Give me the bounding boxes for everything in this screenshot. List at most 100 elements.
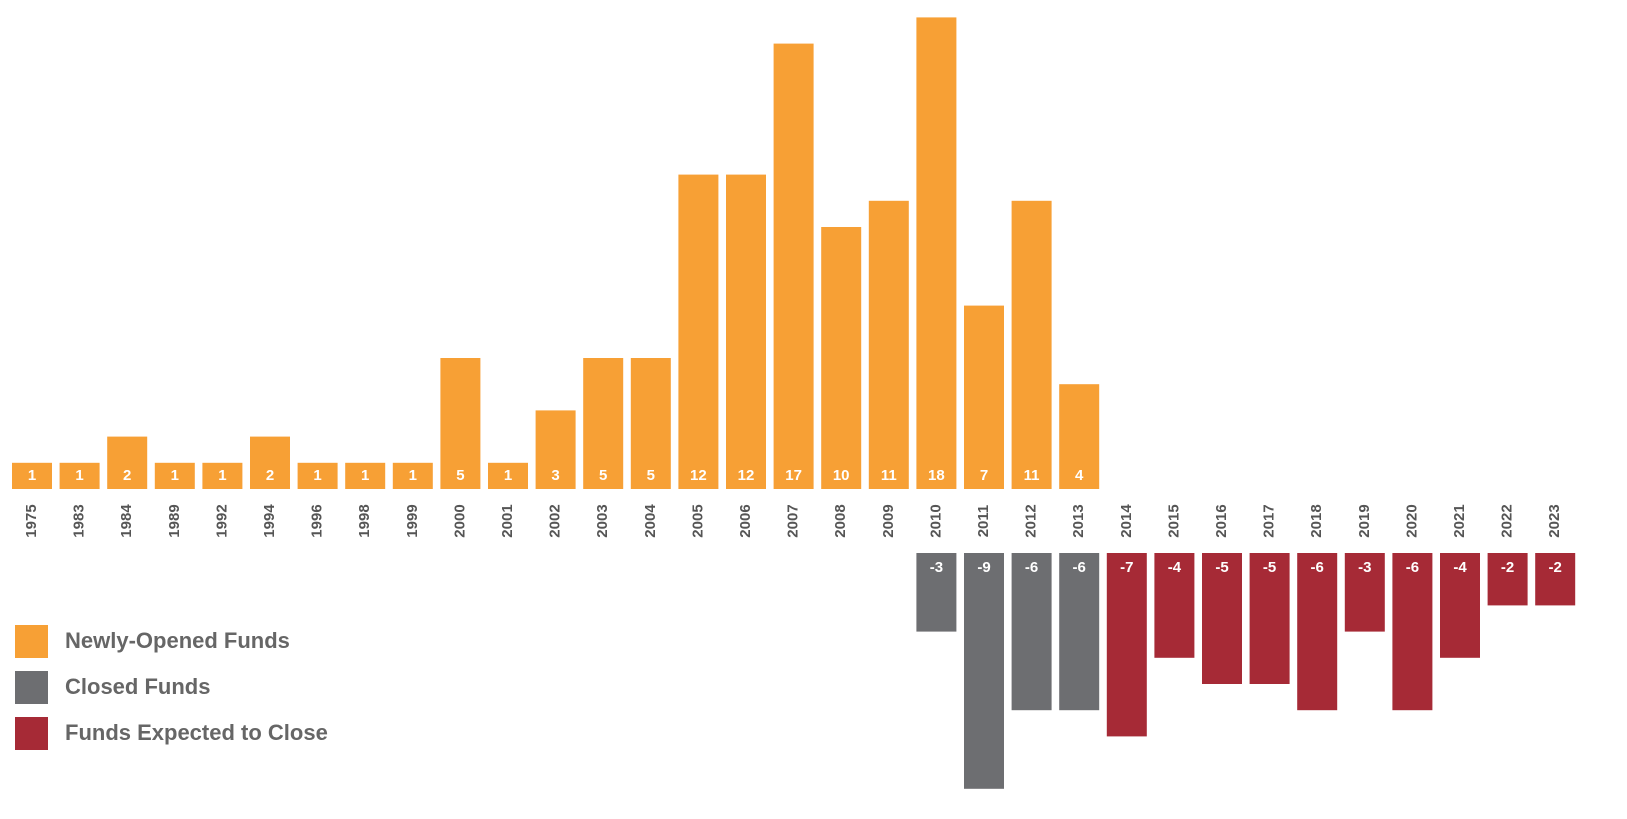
bar xyxy=(583,358,624,489)
bar xyxy=(1297,553,1338,711)
data-label: 2 xyxy=(123,467,131,484)
bar xyxy=(107,436,148,489)
bar xyxy=(1535,553,1576,606)
bar xyxy=(345,462,386,489)
data-label: -7 xyxy=(1120,559,1133,576)
bar xyxy=(59,462,100,489)
x-tick-label: 2017 xyxy=(1261,504,1278,537)
bar xyxy=(964,305,1004,489)
data-label: 4 xyxy=(1075,467,1084,484)
bar xyxy=(1154,553,1195,658)
data-label: 1 xyxy=(218,467,226,484)
data-label: 1 xyxy=(28,467,36,484)
data-label: -4 xyxy=(1168,559,1182,576)
bar xyxy=(1202,553,1242,684)
x-tick-label: 2004 xyxy=(642,504,659,538)
x-tick-label: 2021 xyxy=(1451,504,1468,537)
data-label: -2 xyxy=(1501,559,1514,576)
x-tick-label: 2008 xyxy=(832,504,849,537)
data-label: 18 xyxy=(928,467,945,484)
x-tick-label: 2013 xyxy=(1070,504,1087,537)
x-tick-label: 2002 xyxy=(547,504,564,537)
data-label: 5 xyxy=(456,467,464,484)
bar xyxy=(964,553,1004,789)
data-label: 2 xyxy=(266,467,274,484)
data-label: 7 xyxy=(980,467,988,484)
x-tick-label: 1999 xyxy=(404,504,421,537)
data-label: 3 xyxy=(551,467,559,484)
bar xyxy=(297,462,338,489)
legend-label: Funds Expected to Close xyxy=(65,720,328,745)
data-label: 1 xyxy=(75,467,83,484)
data-label: -9 xyxy=(977,559,990,576)
legend-swatch xyxy=(15,671,48,704)
bar xyxy=(821,227,862,489)
x-tick-label: 1998 xyxy=(356,504,373,537)
bar xyxy=(678,174,719,489)
data-label: 1 xyxy=(409,467,417,484)
x-tick-label: 2015 xyxy=(1165,504,1182,537)
bar xyxy=(1011,553,1052,711)
bar xyxy=(1249,553,1290,684)
bar xyxy=(12,462,52,489)
legend-label: Closed Funds xyxy=(65,674,210,699)
x-tick-label: 1994 xyxy=(261,504,278,538)
bar xyxy=(1011,200,1052,490)
bar xyxy=(440,358,481,489)
data-label: -3 xyxy=(930,559,943,576)
bar xyxy=(1106,553,1147,737)
bar xyxy=(630,358,671,489)
bar xyxy=(535,410,576,489)
legend-label: Newly-Opened Funds xyxy=(65,628,290,653)
x-tick-label: 2001 xyxy=(499,504,516,537)
x-tick-label: 2011 xyxy=(975,505,992,538)
x-tick-label: 2005 xyxy=(689,504,706,537)
data-label: -6 xyxy=(1025,559,1038,576)
data-label: 10 xyxy=(833,467,850,484)
x-tick-label: 1983 xyxy=(71,504,88,537)
x-tick-label: 1992 xyxy=(213,504,230,537)
data-label: -6 xyxy=(1311,559,1324,576)
data-label: 12 xyxy=(738,467,755,484)
x-tick-label: 2003 xyxy=(594,504,611,537)
data-label: 5 xyxy=(647,467,655,484)
x-tick-label: 2006 xyxy=(737,504,754,537)
bar xyxy=(868,200,909,490)
x-tick-label: 2007 xyxy=(785,504,802,537)
bar xyxy=(1440,553,1480,658)
bar xyxy=(916,553,957,632)
bar xyxy=(1392,553,1433,711)
data-label: 11 xyxy=(1024,467,1040,484)
bar xyxy=(726,174,766,489)
x-tick-label: 1984 xyxy=(118,504,135,538)
bar xyxy=(916,17,957,490)
x-tick-label: 2023 xyxy=(1546,504,1563,537)
x-tick-label: 2016 xyxy=(1213,504,1230,537)
data-label: 1 xyxy=(313,467,321,484)
data-label: 1 xyxy=(504,467,512,484)
x-tick-label: 2020 xyxy=(1403,504,1420,537)
data-label: 17 xyxy=(785,467,802,484)
data-label: -5 xyxy=(1263,559,1276,576)
data-label: -4 xyxy=(1453,559,1467,576)
x-tick-label: 2010 xyxy=(927,504,944,537)
x-tick-label: 2018 xyxy=(1308,504,1325,537)
data-label: 1 xyxy=(361,467,369,484)
x-tick-label: 1975 xyxy=(23,504,40,537)
data-label: -6 xyxy=(1406,559,1419,576)
bar xyxy=(1059,384,1100,489)
legend-swatch xyxy=(15,625,48,658)
bar xyxy=(1059,553,1100,711)
data-label: 12 xyxy=(690,467,707,484)
data-label: -2 xyxy=(1549,559,1562,576)
bar xyxy=(773,43,814,489)
bar xyxy=(488,462,528,489)
bar xyxy=(154,462,195,489)
bar xyxy=(250,436,290,489)
x-tick-label: 1989 xyxy=(166,504,183,537)
x-tick-label: 2014 xyxy=(1118,504,1135,538)
data-label: 1 xyxy=(171,467,179,484)
bar xyxy=(202,462,243,489)
data-label: -6 xyxy=(1073,559,1086,576)
